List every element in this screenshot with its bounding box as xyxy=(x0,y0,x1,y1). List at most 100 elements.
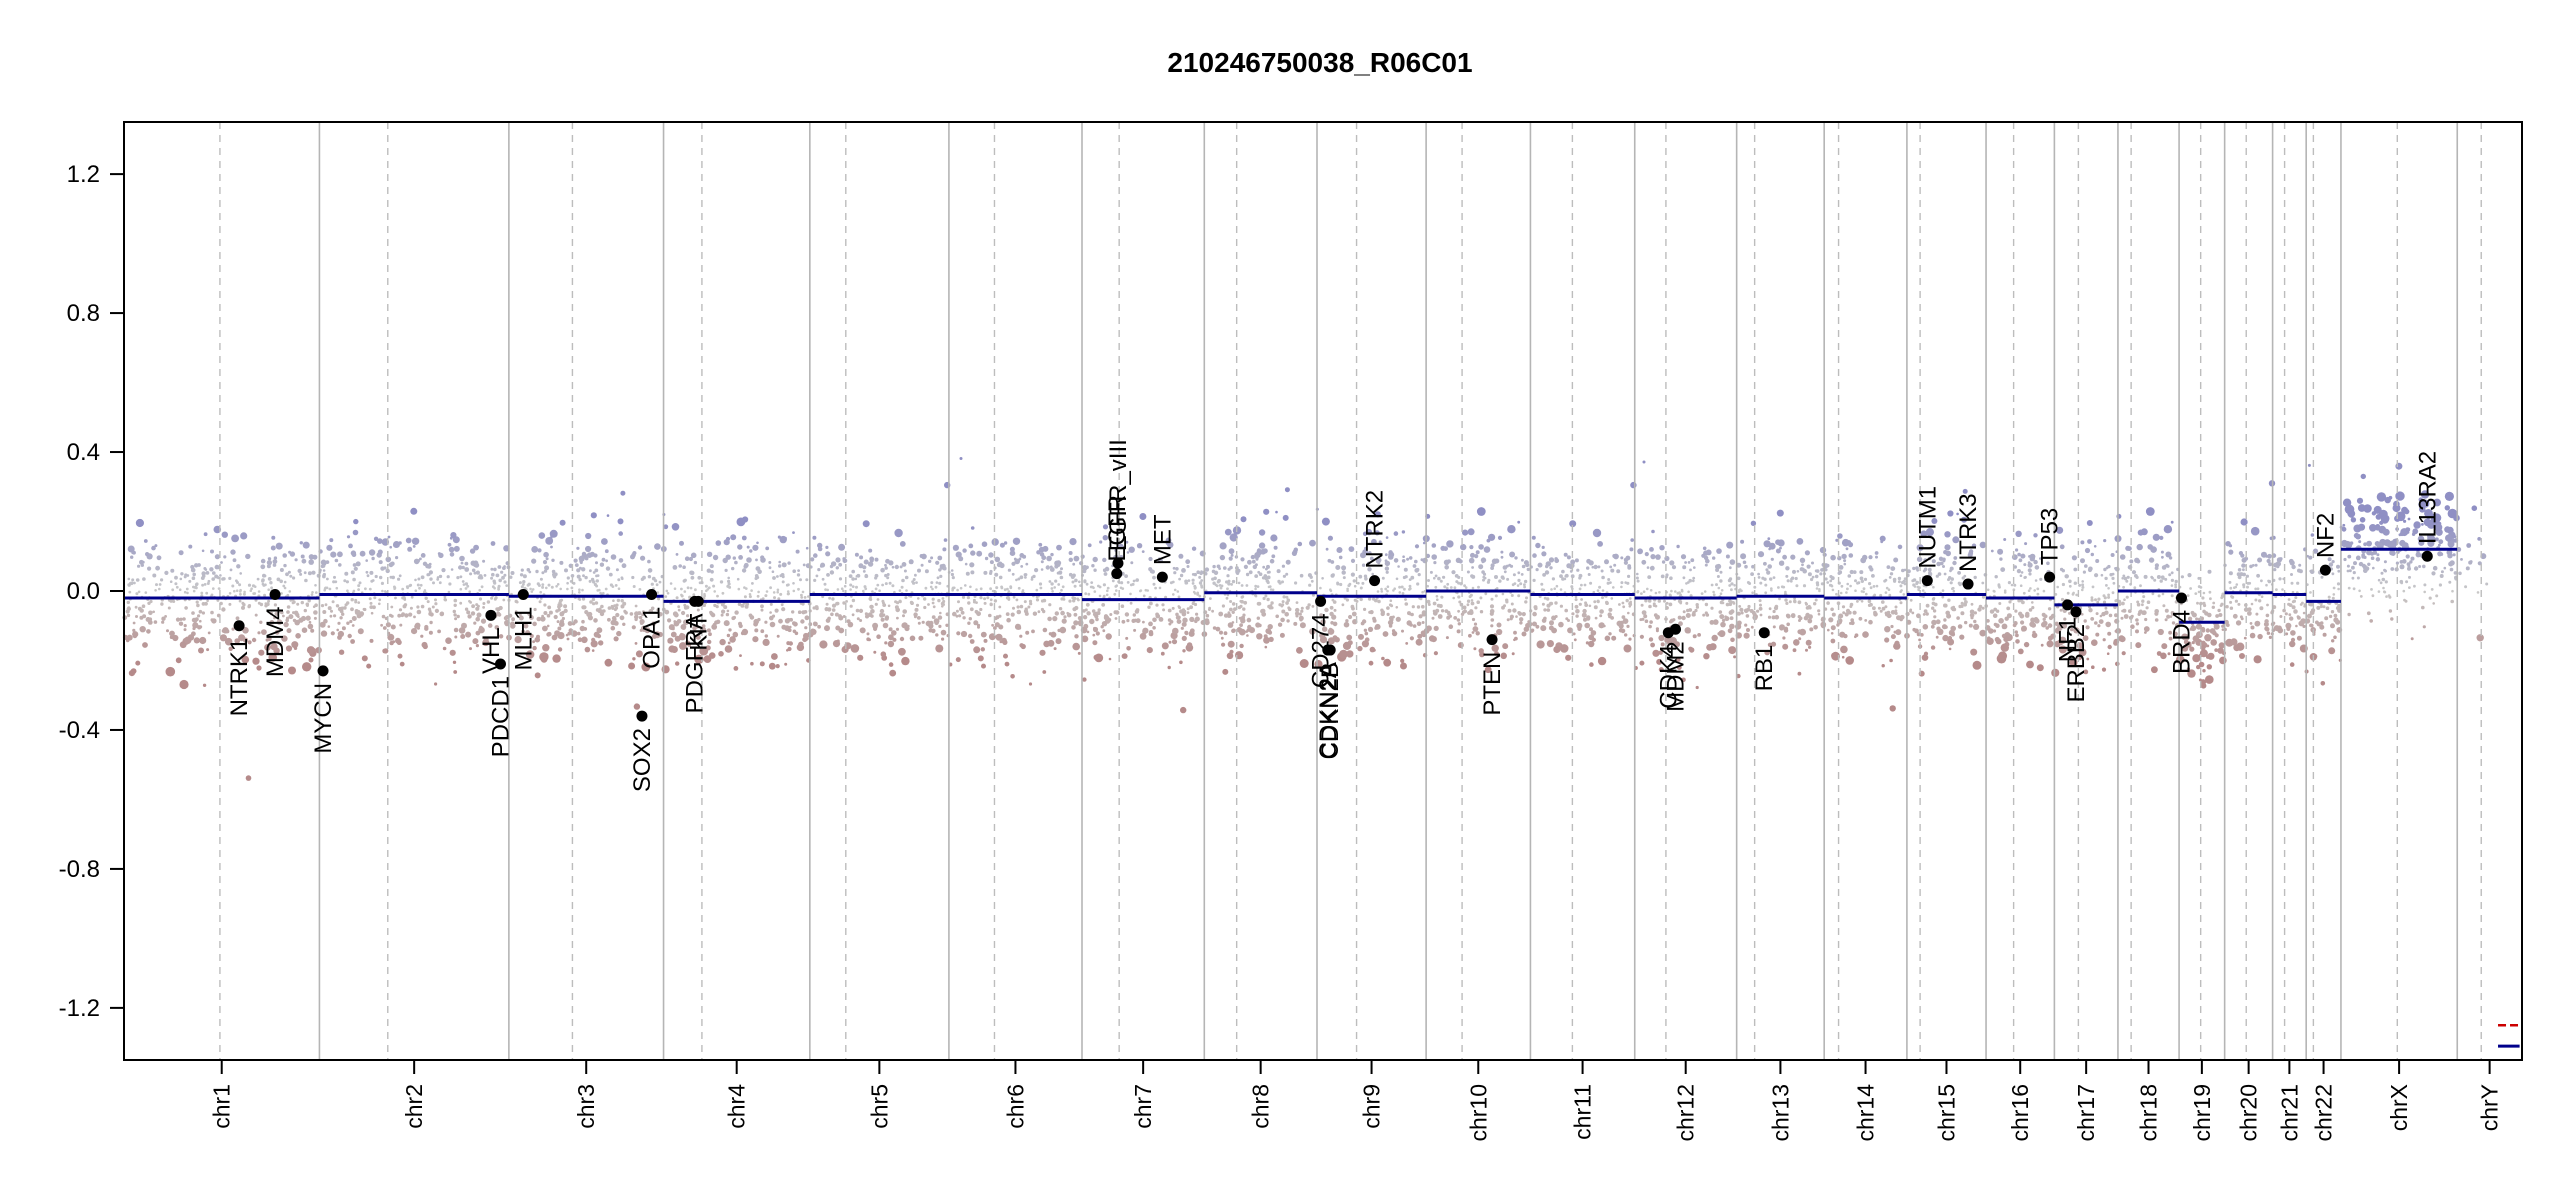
probe-point xyxy=(538,532,546,539)
probe-point xyxy=(994,572,999,577)
probe-point xyxy=(605,559,608,563)
probe-point xyxy=(1838,565,1844,570)
probe-point xyxy=(1387,619,1394,626)
probe-point xyxy=(1115,589,1118,592)
probe-point xyxy=(1285,572,1289,576)
probe-point xyxy=(2307,463,2311,467)
probe-point xyxy=(184,606,188,610)
probe-point xyxy=(1927,567,1932,572)
probe-point xyxy=(1952,589,1956,593)
probe-point xyxy=(1728,577,1733,581)
probe-point xyxy=(1550,588,1553,591)
probe-point xyxy=(2363,504,2372,513)
probe-point xyxy=(1452,596,1455,600)
probe-point xyxy=(738,621,742,626)
probe-point xyxy=(1309,539,1316,547)
probe-point xyxy=(233,589,236,593)
probe-point xyxy=(543,551,549,558)
probe-point xyxy=(292,611,295,615)
probe-point xyxy=(1228,548,1235,555)
probe-point xyxy=(1226,613,1232,618)
probe-point xyxy=(210,549,214,554)
probe-point xyxy=(414,622,421,629)
probe-point xyxy=(679,642,687,650)
probe-point xyxy=(1764,649,1771,656)
probe-point xyxy=(1509,551,1516,558)
probe-point xyxy=(894,564,899,570)
probe-point xyxy=(1295,607,1300,613)
probe-point xyxy=(1792,648,1797,653)
probe-point xyxy=(760,555,765,560)
probe-point xyxy=(1893,557,1899,563)
probe-point xyxy=(977,655,984,662)
probe-point xyxy=(1846,587,1849,591)
probe-point xyxy=(1772,625,1776,629)
probe-point xyxy=(1198,581,1203,585)
probe-point xyxy=(2096,600,2100,604)
probe-point xyxy=(835,557,841,563)
probe-point xyxy=(1532,611,1537,617)
probe-point xyxy=(1126,619,1130,623)
probe-point xyxy=(458,565,463,570)
probe-point xyxy=(1626,624,1630,629)
probe-point xyxy=(1650,642,1655,648)
probe-point xyxy=(2381,577,2386,582)
probe-point xyxy=(1860,600,1864,603)
probe-point xyxy=(179,679,189,690)
probe-point xyxy=(210,610,214,615)
probe-point xyxy=(1226,593,1230,597)
probe-point xyxy=(566,576,570,580)
probe-point xyxy=(1503,570,1507,574)
probe-point xyxy=(968,633,973,639)
probe-point xyxy=(186,591,189,595)
probe-point xyxy=(336,628,340,632)
probe-point xyxy=(1142,594,1146,598)
probe-point xyxy=(2186,667,2190,671)
probe-point xyxy=(305,615,311,621)
probe-point xyxy=(1785,566,1790,571)
probe-point xyxy=(1054,579,1058,583)
probe-point xyxy=(1879,535,1886,542)
probe-point xyxy=(1269,588,1273,591)
probe-point xyxy=(1139,589,1143,592)
probe-point xyxy=(810,628,815,633)
probe-point xyxy=(931,628,936,634)
probe-point xyxy=(831,597,835,601)
probe-point xyxy=(1124,574,1128,578)
probe-point xyxy=(787,561,791,565)
probe-point xyxy=(1753,585,1757,589)
probe-point xyxy=(940,629,947,636)
probe-point xyxy=(539,577,543,581)
probe-point xyxy=(903,569,907,573)
probe-point xyxy=(1804,550,1810,556)
probe-point xyxy=(1526,567,1531,572)
probe-point xyxy=(2202,601,2206,606)
probe-point xyxy=(1830,607,1834,612)
probe-point xyxy=(1944,544,1951,551)
probe-point xyxy=(169,630,175,637)
probe-point xyxy=(1523,626,1530,632)
probe-point xyxy=(793,621,798,627)
probe-point xyxy=(866,632,870,636)
probe-point xyxy=(1689,568,1692,572)
probe-point xyxy=(1105,593,1109,597)
probe-point xyxy=(2170,584,2174,587)
probe-point xyxy=(1783,628,1789,633)
probe-point xyxy=(207,579,211,583)
probe-point xyxy=(796,573,801,577)
probe-point xyxy=(434,598,437,602)
probe-point xyxy=(740,603,745,608)
probe-point xyxy=(1997,583,2001,586)
probe-point xyxy=(855,585,858,589)
probe-point xyxy=(1601,596,1604,600)
probe-point xyxy=(1588,640,1595,648)
probe-point xyxy=(133,581,136,585)
probe-point xyxy=(2330,610,2335,614)
probe-point xyxy=(2017,648,2024,655)
probe-point xyxy=(542,625,548,632)
probe-point xyxy=(1322,626,1328,632)
probe-point xyxy=(1331,614,1337,620)
probe-point xyxy=(801,590,805,594)
probe-point xyxy=(307,623,314,630)
probe-point xyxy=(1040,560,1044,564)
